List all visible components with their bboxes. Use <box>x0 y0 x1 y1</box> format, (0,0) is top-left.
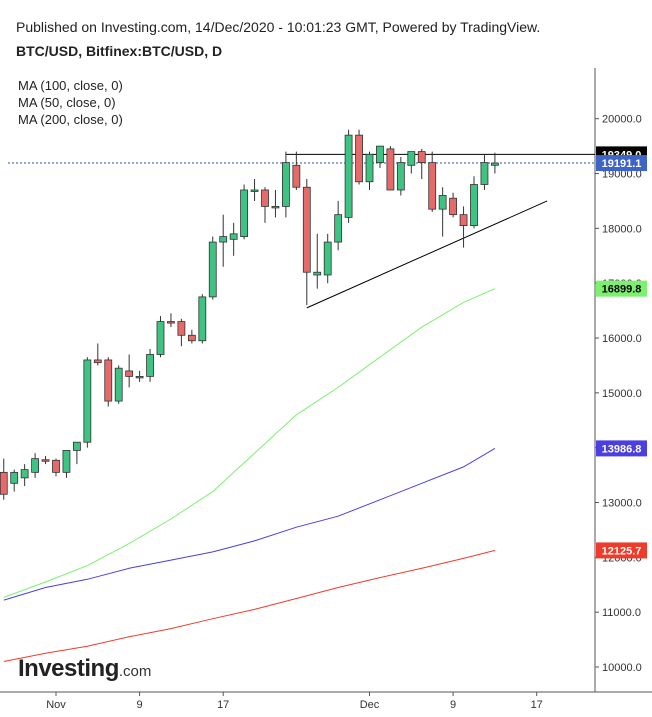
candle-body <box>93 359 102 364</box>
candle-body <box>177 321 186 336</box>
legend-ma-200: MA (200, close, 0) <box>18 112 123 127</box>
x-tick-label: Nov <box>46 699 66 711</box>
candle-body <box>459 214 468 227</box>
y-tick-label: 20000.0 <box>602 114 642 126</box>
investing-logo: Investing.com <box>18 655 151 683</box>
candle-body <box>480 162 489 185</box>
ma-line <box>3 288 496 598</box>
candle-body <box>31 458 40 473</box>
candle-body <box>52 459 60 473</box>
x-tick-label: Dec <box>360 699 380 711</box>
candle-body <box>428 162 437 210</box>
candle-body <box>135 376 144 379</box>
ma-line <box>3 447 496 601</box>
candle-body <box>62 450 71 473</box>
x-tick-label: 17 <box>531 699 543 711</box>
candle-body <box>407 151 416 166</box>
price-label-text: 16899.8 <box>602 284 642 296</box>
logo-text: Investing <box>18 655 119 682</box>
candle-body <box>240 189 249 237</box>
candle-body <box>417 151 426 163</box>
candle-body <box>323 241 332 276</box>
symbol-title: BTC/USD, Bitfinex:BTC/USD, D <box>16 43 223 59</box>
candle-body <box>125 370 134 377</box>
candle-body <box>187 334 196 342</box>
y-tick-label: 13000.0 <box>602 498 642 510</box>
legend-ma-50: MA (50, close, 0) <box>18 95 116 110</box>
logo-suffix: .com <box>118 663 152 680</box>
y-tick-label: 18000.0 <box>602 223 642 235</box>
candle-body <box>156 321 165 355</box>
y-tick-label: 19000.0 <box>602 169 642 181</box>
candle-body <box>229 233 238 240</box>
candle-body <box>470 184 478 227</box>
price-label-bg <box>596 280 647 297</box>
candle-body <box>355 134 363 183</box>
price-label-bg <box>596 155 647 172</box>
candle-body <box>334 214 343 243</box>
x-tick-label: 17 <box>217 699 229 711</box>
candle-body <box>302 186 311 273</box>
candle-body <box>438 195 447 210</box>
candle-body <box>10 471 19 484</box>
candle-body <box>104 359 113 402</box>
publish-info: Published on Investing.com, 14/Dec/2020 … <box>16 19 541 35</box>
candle-body <box>83 359 92 443</box>
x-tick-label: 9 <box>450 699 456 711</box>
candle-body <box>219 236 228 243</box>
price-label-text: 12125.7 <box>602 545 642 557</box>
ma-legend: MA (100, close, 0) MA (50, close, 0) MA … <box>18 77 123 128</box>
candle-body <box>20 469 29 479</box>
candle-body <box>250 189 259 192</box>
y-tick-label: 11000.0 <box>602 607 641 619</box>
candle-body <box>261 189 269 207</box>
candle-body <box>114 367 123 402</box>
candle-body <box>344 134 353 218</box>
price-label-text: 13986.8 <box>602 443 642 455</box>
x-tick-label: 9 <box>137 699 143 711</box>
candle-body <box>490 162 499 166</box>
ma-line <box>3 549 496 662</box>
legend-ma-100: MA (100, close, 0) <box>18 78 123 93</box>
candle-body <box>167 321 175 324</box>
price-label-text: 19191.1 <box>602 158 642 170</box>
y-tick-label: 15000.0 <box>602 388 642 400</box>
candle-body <box>41 459 50 462</box>
price-label-bg <box>596 542 647 559</box>
candle-body <box>0 471 8 495</box>
price-label-bg <box>596 440 647 457</box>
candle-body <box>208 241 217 298</box>
candle-body <box>449 197 458 216</box>
y-tick-label: 16000.0 <box>602 333 642 345</box>
candle-body <box>292 164 301 188</box>
candle-body <box>313 271 322 276</box>
candle-body <box>396 162 405 191</box>
candle-body <box>386 148 395 191</box>
candle-body <box>198 296 207 342</box>
candle-body <box>376 145 384 163</box>
candle-body <box>73 441 81 451</box>
candle-body <box>281 162 290 207</box>
trend-line <box>306 200 548 309</box>
candle-body <box>271 206 280 209</box>
candle-body <box>365 153 374 183</box>
candle-body <box>146 354 154 377</box>
y-tick-label: 10000.0 <box>602 662 642 674</box>
